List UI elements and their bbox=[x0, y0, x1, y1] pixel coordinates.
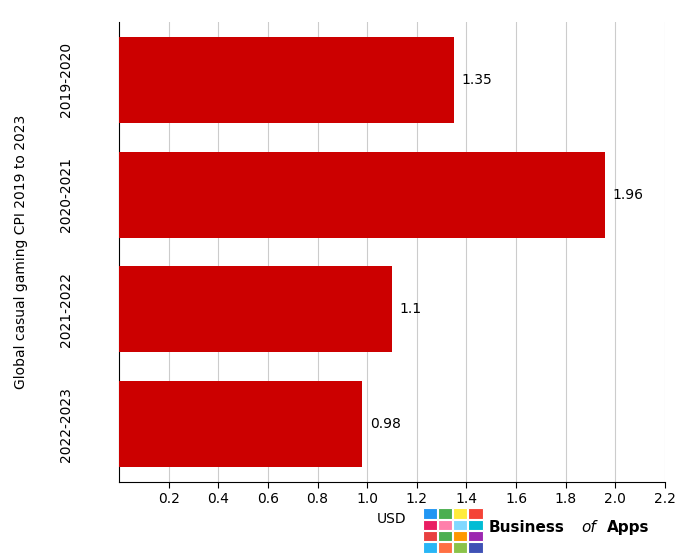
Bar bbox=[119, 152, 606, 237]
Bar bbox=[453, 542, 468, 553]
Bar bbox=[438, 531, 452, 542]
Text: Global casual gaming CPI 2019 to 2023: Global casual gaming CPI 2019 to 2023 bbox=[14, 115, 28, 389]
Bar bbox=[119, 267, 392, 352]
Bar bbox=[423, 531, 437, 542]
Bar bbox=[468, 531, 483, 542]
Text: 0.98: 0.98 bbox=[370, 417, 400, 431]
X-axis label: USD: USD bbox=[377, 512, 407, 526]
Bar bbox=[453, 520, 468, 530]
Text: 1.96: 1.96 bbox=[613, 188, 644, 202]
Bar bbox=[119, 381, 362, 467]
Bar bbox=[453, 531, 468, 542]
Text: of: of bbox=[581, 520, 596, 535]
Bar bbox=[119, 37, 454, 123]
Bar bbox=[423, 520, 437, 530]
Bar bbox=[468, 542, 483, 553]
Bar bbox=[423, 508, 437, 519]
Bar bbox=[438, 520, 452, 530]
Text: 1.35: 1.35 bbox=[461, 73, 492, 87]
Text: Business: Business bbox=[489, 520, 565, 535]
Text: Apps: Apps bbox=[607, 520, 649, 535]
Text: 1.1: 1.1 bbox=[400, 302, 421, 316]
Bar bbox=[468, 508, 483, 519]
Bar bbox=[453, 508, 468, 519]
Bar bbox=[438, 542, 452, 553]
Bar bbox=[468, 520, 483, 530]
Bar bbox=[438, 508, 452, 519]
Bar bbox=[423, 542, 437, 553]
